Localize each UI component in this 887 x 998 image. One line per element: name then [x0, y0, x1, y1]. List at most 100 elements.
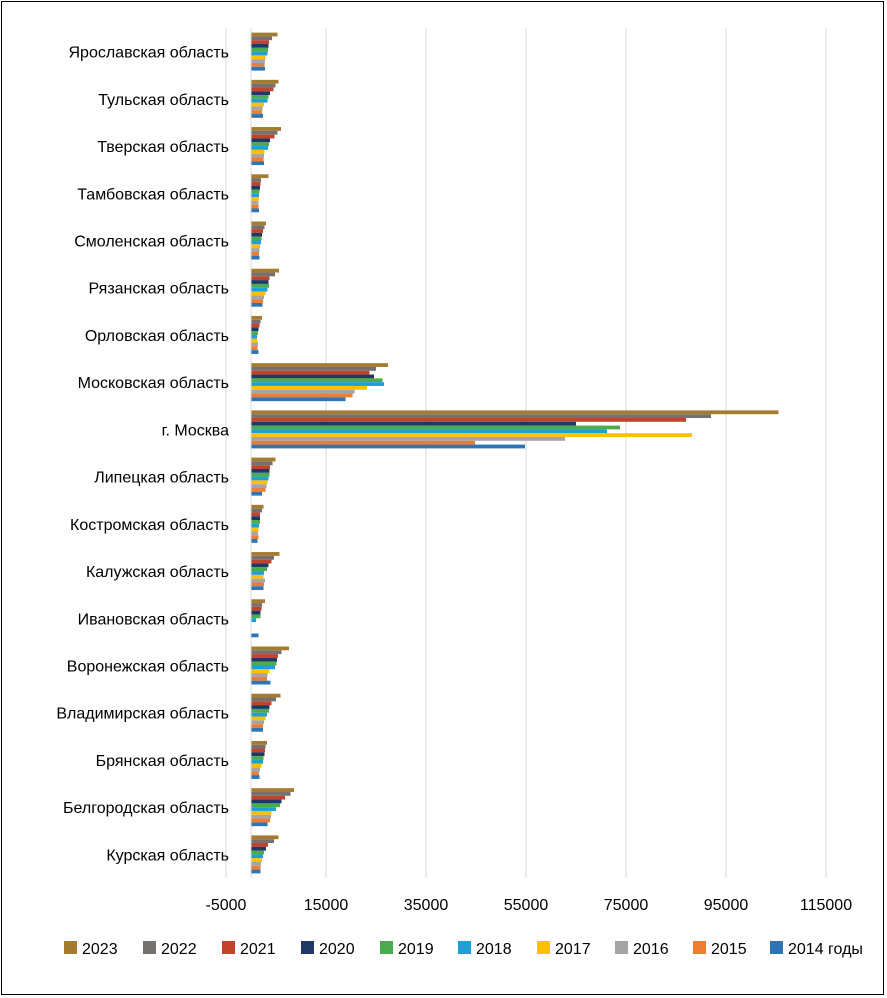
bar [251, 138, 270, 143]
bar [251, 134, 275, 139]
bar [251, 531, 258, 536]
bar [251, 146, 268, 150]
bar [251, 323, 260, 328]
bar [251, 846, 266, 851]
legend-label: 2014 годы [788, 941, 863, 958]
bar [251, 842, 268, 847]
bar [251, 338, 258, 343]
bar [251, 378, 383, 383]
bar [251, 748, 265, 753]
bar [251, 414, 711, 418]
bar [251, 40, 269, 45]
bar [251, 701, 272, 706]
legend-swatch [143, 941, 156, 954]
legend-label: 2021 [240, 941, 276, 958]
bar [251, 724, 263, 728]
bar [251, 606, 262, 611]
bar [251, 520, 260, 524]
bar [251, 865, 261, 870]
bar [251, 654, 278, 658]
bar [251, 552, 280, 556]
bar [251, 251, 259, 256]
bar [251, 268, 279, 273]
bar [251, 410, 779, 415]
bar [251, 283, 269, 288]
bar [251, 185, 260, 190]
bar [251, 708, 269, 713]
category-label: Московская область [78, 375, 229, 392]
bar [251, 302, 263, 307]
bar [251, 574, 264, 579]
bar [251, 488, 266, 492]
bar [251, 858, 262, 862]
bar [251, 469, 270, 473]
bar [251, 425, 620, 430]
bar [251, 578, 265, 583]
bar [251, 861, 261, 866]
bar [251, 535, 259, 540]
bar [251, 680, 271, 685]
x-tick-label: 115000 [800, 897, 852, 914]
category-label: Костромская область [70, 517, 229, 534]
bar [251, 59, 265, 64]
bar [251, 697, 276, 702]
bar [251, 44, 269, 48]
category-label: Рязанская область [89, 281, 229, 298]
bar [251, 229, 263, 233]
bar [251, 83, 276, 88]
bar [251, 716, 266, 721]
bar [251, 106, 263, 111]
legend-swatch [615, 941, 628, 954]
bar [251, 114, 263, 118]
bar [251, 110, 262, 115]
bar [251, 429, 607, 434]
bar [251, 95, 269, 99]
bar [251, 693, 281, 698]
category-label: Ярославская область [68, 45, 229, 62]
x-tick-label: 55000 [504, 897, 549, 914]
bar [251, 756, 264, 760]
bar [251, 47, 268, 52]
bar [251, 771, 259, 776]
bar [251, 130, 278, 135]
bar [251, 225, 265, 230]
legend-swatch [537, 941, 550, 954]
bar [251, 142, 269, 147]
bar [251, 127, 281, 131]
bar [251, 436, 565, 441]
bar [251, 571, 264, 575]
x-tick-label: 35000 [404, 897, 449, 914]
legend-label: 2017 [555, 941, 591, 958]
bar [251, 295, 264, 300]
bar [251, 421, 576, 426]
bar [251, 248, 260, 252]
bar [251, 240, 261, 245]
bar [251, 480, 268, 485]
x-tick-label: -5000 [206, 897, 247, 914]
bar [251, 539, 258, 543]
legend-swatch [222, 941, 235, 954]
bar [251, 232, 262, 237]
bar [251, 457, 276, 462]
bar [251, 208, 259, 213]
bar [251, 363, 388, 367]
bar [251, 822, 268, 827]
bar [251, 646, 289, 651]
bar [251, 791, 291, 796]
bar [251, 472, 270, 477]
category-label: Орловская область [85, 328, 229, 345]
bar [251, 32, 278, 37]
bar [251, 665, 275, 670]
bar [251, 374, 374, 379]
bar [251, 55, 266, 60]
bar [251, 603, 262, 607]
bar [251, 189, 260, 194]
legend-label: 2022 [161, 941, 197, 958]
bar [251, 850, 264, 855]
bar [251, 527, 259, 532]
bar [251, 803, 280, 808]
bar [251, 236, 262, 241]
bar [251, 775, 260, 779]
bar [251, 854, 263, 859]
